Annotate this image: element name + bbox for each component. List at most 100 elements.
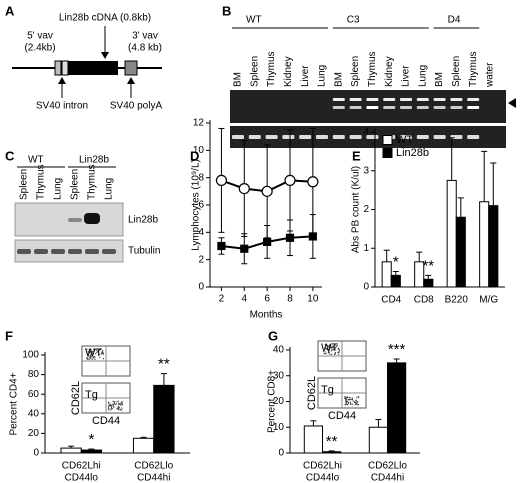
annotation: * — [88, 431, 94, 448]
band — [467, 106, 480, 109]
flow-dot — [326, 348, 328, 350]
x-tick-label: CD44hi — [371, 473, 404, 483]
annotation: *** — [388, 341, 406, 358]
flow-dot — [344, 397, 346, 400]
band — [383, 98, 396, 101]
flow-dot — [345, 400, 347, 402]
panel-letter: C — [5, 148, 15, 163]
panel-letter: E — [352, 148, 361, 163]
band — [17, 249, 31, 254]
lane-label: Thymus — [36, 164, 47, 200]
y-tick-label: 10 — [273, 422, 285, 433]
flow-dot — [346, 403, 348, 406]
intron-box — [61, 60, 69, 76]
bar — [322, 451, 342, 454]
y-tick-label: 2 — [198, 254, 204, 265]
y-tick-label: 6 — [198, 200, 204, 211]
flow-dot — [112, 400, 114, 402]
flow-dot — [349, 398, 351, 400]
flow-dot — [118, 403, 120, 405]
band — [400, 106, 412, 109]
y-tick-label: 0 — [278, 448, 284, 459]
lane-label: Spleen — [350, 56, 361, 87]
flow-dot — [324, 344, 326, 346]
annotation: ** — [422, 257, 434, 274]
flow-dot — [345, 402, 347, 404]
flow-dot — [96, 349, 98, 351]
group-label: WT — [28, 155, 44, 166]
flow-dot — [355, 403, 358, 405]
flow-dot — [332, 346, 334, 349]
flow-dot — [87, 353, 89, 355]
flow-dot — [86, 348, 88, 350]
label: Lin28b cDNA (0.8kb) — [59, 13, 151, 24]
lane-label: Spleen — [451, 56, 462, 87]
group-label: Lin28b — [79, 155, 109, 166]
flow-dot — [114, 401, 116, 404]
flow-dot — [91, 351, 94, 353]
band — [332, 98, 345, 101]
flow-dot — [338, 347, 340, 349]
flow-dot — [331, 346, 333, 348]
flow-dot — [89, 355, 92, 357]
lane-label: Liver — [300, 65, 311, 87]
label: SV40 intron — [36, 101, 88, 112]
flow-dot — [337, 353, 340, 355]
band — [400, 135, 412, 139]
flow-dot — [348, 399, 350, 401]
flow-dot — [330, 346, 332, 349]
label: (2.4kb) — [24, 43, 55, 54]
x-tick-label: 4 — [242, 294, 248, 305]
flow-dot — [121, 404, 124, 406]
flow-dot — [119, 409, 121, 411]
flow-dot — [91, 358, 93, 360]
bar — [303, 425, 323, 454]
annotation: ** — [158, 356, 170, 373]
y-tick-label: 2 — [363, 204, 369, 215]
lane-label: Spleen — [249, 56, 260, 87]
lane-label: Lung — [53, 178, 64, 200]
flow-dot — [347, 400, 349, 402]
flow-dot — [88, 350, 90, 352]
flow-dot — [344, 396, 346, 398]
flow-dot — [324, 351, 326, 353]
bar — [153, 384, 175, 454]
flow-dot — [100, 353, 102, 355]
y-tick-label: 40 — [28, 408, 40, 419]
flow-dot — [116, 407, 119, 409]
x-tick-label: B220 — [445, 295, 469, 306]
inset-axis-label: CD62L — [70, 381, 82, 415]
inset-label: WT — [85, 347, 102, 359]
lane-label: Thymus — [367, 51, 378, 87]
flow-dot — [92, 353, 94, 355]
flow-dot — [117, 408, 119, 410]
flow-dot — [91, 353, 93, 355]
flow-dot — [92, 348, 95, 350]
flow-dot — [338, 351, 340, 354]
y-tick-label: 20 — [28, 428, 40, 439]
flow-dot — [328, 344, 330, 346]
flow-dot — [347, 402, 349, 404]
flow-dot — [117, 400, 120, 402]
flow-dot — [113, 407, 115, 409]
flow-dot — [89, 356, 91, 359]
inset-label: WT — [321, 342, 338, 354]
x-tick-label: 10 — [307, 294, 319, 305]
panel-letter: D — [190, 148, 199, 163]
flow-dot — [357, 401, 359, 403]
band — [265, 135, 278, 139]
band — [383, 106, 396, 109]
x-tick-label: CD44hi — [137, 473, 170, 483]
flow-dot — [90, 349, 92, 351]
flow-dot — [86, 356, 89, 358]
legend-label: Lin28b — [396, 147, 429, 159]
y-tick-label: 60 — [28, 389, 40, 400]
flow-dot — [336, 346, 338, 348]
panel-letter: A — [5, 3, 15, 18]
flow-dot — [101, 351, 104, 353]
flow-dot — [107, 401, 110, 403]
blot — [14, 202, 124, 237]
flow-dot — [344, 404, 346, 406]
group-label: WT — [246, 15, 262, 26]
band — [232, 135, 244, 139]
